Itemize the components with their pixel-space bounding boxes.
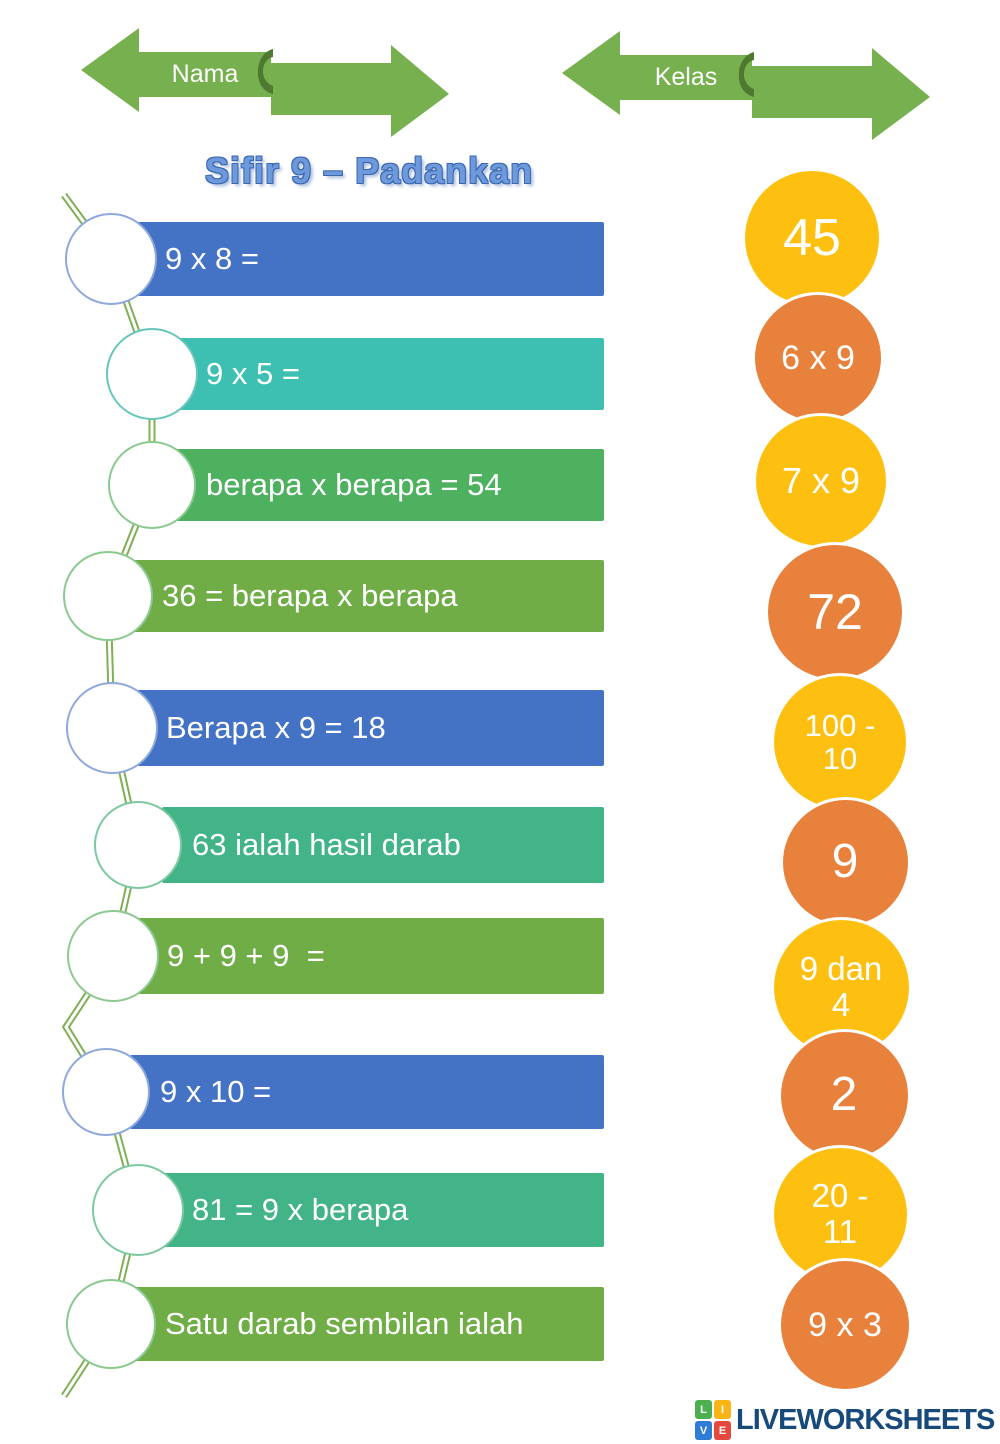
- left-arrow-shape: [562, 31, 752, 115]
- question-match-circle[interactable]: [67, 910, 159, 1002]
- question-bar: 9 x 5 =: [176, 338, 604, 410]
- question-match-circle[interactable]: [94, 801, 182, 889]
- question-match-circle[interactable]: [66, 1279, 156, 1369]
- answer-text-line: 9: [831, 835, 859, 889]
- kelas-banner-arrows: [562, 31, 930, 140]
- ribbon-curl: [738, 52, 754, 97]
- answer-text-line: 11: [822, 1213, 858, 1250]
- right-arrow-shape: [752, 48, 930, 140]
- left-arrow-shape: [81, 28, 271, 112]
- answer-text-line: 10: [822, 741, 858, 776]
- answer-text-line: 9 x 3: [808, 1305, 882, 1344]
- question-bar: Berapa x 9 = 18: [136, 690, 604, 766]
- answer-text-line: 7 x 9: [781, 459, 861, 501]
- answer-circle[interactable]: 7 x 9: [756, 416, 886, 546]
- logo-letter-square: V: [695, 1421, 712, 1440]
- question-bar: 9 + 9 + 9 =: [137, 918, 604, 994]
- answer-text-line: 6 x 9: [781, 338, 855, 377]
- ribbon-curl: [257, 49, 273, 94]
- answer-circle[interactable]: 2: [780, 1031, 908, 1159]
- answer-circle[interactable]: 20 -11: [773, 1147, 907, 1281]
- nama-field[interactable]: Nama: [75, 25, 455, 140]
- question-bar: 36 = berapa x berapa: [132, 560, 604, 632]
- answer-circle[interactable]: 9 dan 4: [773, 919, 909, 1055]
- page-title: Sifir 9 – Padankan: [205, 150, 534, 191]
- brand-name: LIVEWORKSHEETS: [736, 1403, 995, 1436]
- logo-letter-square: I: [714, 1400, 731, 1419]
- right-arrow-shape: [271, 45, 449, 137]
- question-match-circle[interactable]: [66, 682, 158, 774]
- answer-text-line: 20 -: [811, 1177, 869, 1215]
- question-bar: 9 x 8 =: [135, 222, 604, 296]
- kelas-field[interactable]: Kelas: [556, 28, 936, 143]
- logo-letter-square: E: [714, 1421, 731, 1440]
- question-match-circle[interactable]: [65, 213, 157, 305]
- question-match-circle[interactable]: [62, 1048, 150, 1136]
- answer-text-line: 72: [807, 584, 863, 640]
- answer-circle[interactable]: 100 -10: [774, 676, 906, 808]
- answer-text-line: 45: [783, 208, 841, 267]
- question-bar: berapa x berapa = 54: [176, 449, 604, 521]
- answer-circle[interactable]: 6 x 9: [755, 295, 881, 421]
- question-bar: Satu darab sembilan ialah: [135, 1287, 604, 1361]
- answer-text-line: 4: [831, 986, 851, 1023]
- question-bar: 9 x 10 =: [130, 1055, 604, 1129]
- answer-text-line: 2: [830, 1068, 858, 1122]
- nama-banner-arrows: [81, 28, 449, 137]
- nama-label: Nama: [171, 60, 239, 88]
- answer-circle[interactable]: 9 x 3: [781, 1261, 909, 1389]
- question-match-circle[interactable]: [108, 441, 196, 529]
- answer-circle[interactable]: 45: [745, 171, 879, 305]
- question-match-circle[interactable]: [106, 328, 198, 420]
- question-bar: 63 ialah hasil darab: [162, 807, 604, 883]
- question-match-circle[interactable]: [92, 1164, 184, 1256]
- answer-circle[interactable]: 9: [782, 799, 908, 925]
- answer-circle[interactable]: 72: [768, 545, 902, 679]
- question-match-circle[interactable]: [63, 551, 153, 641]
- answer-text-line: 100 -: [804, 707, 876, 743]
- kelas-label: Kelas: [654, 63, 718, 91]
- question-bar: 81 = 9 x berapa: [162, 1173, 604, 1247]
- logo-letter-square: L: [695, 1400, 712, 1419]
- answer-text-line: 9 dan: [799, 950, 883, 988]
